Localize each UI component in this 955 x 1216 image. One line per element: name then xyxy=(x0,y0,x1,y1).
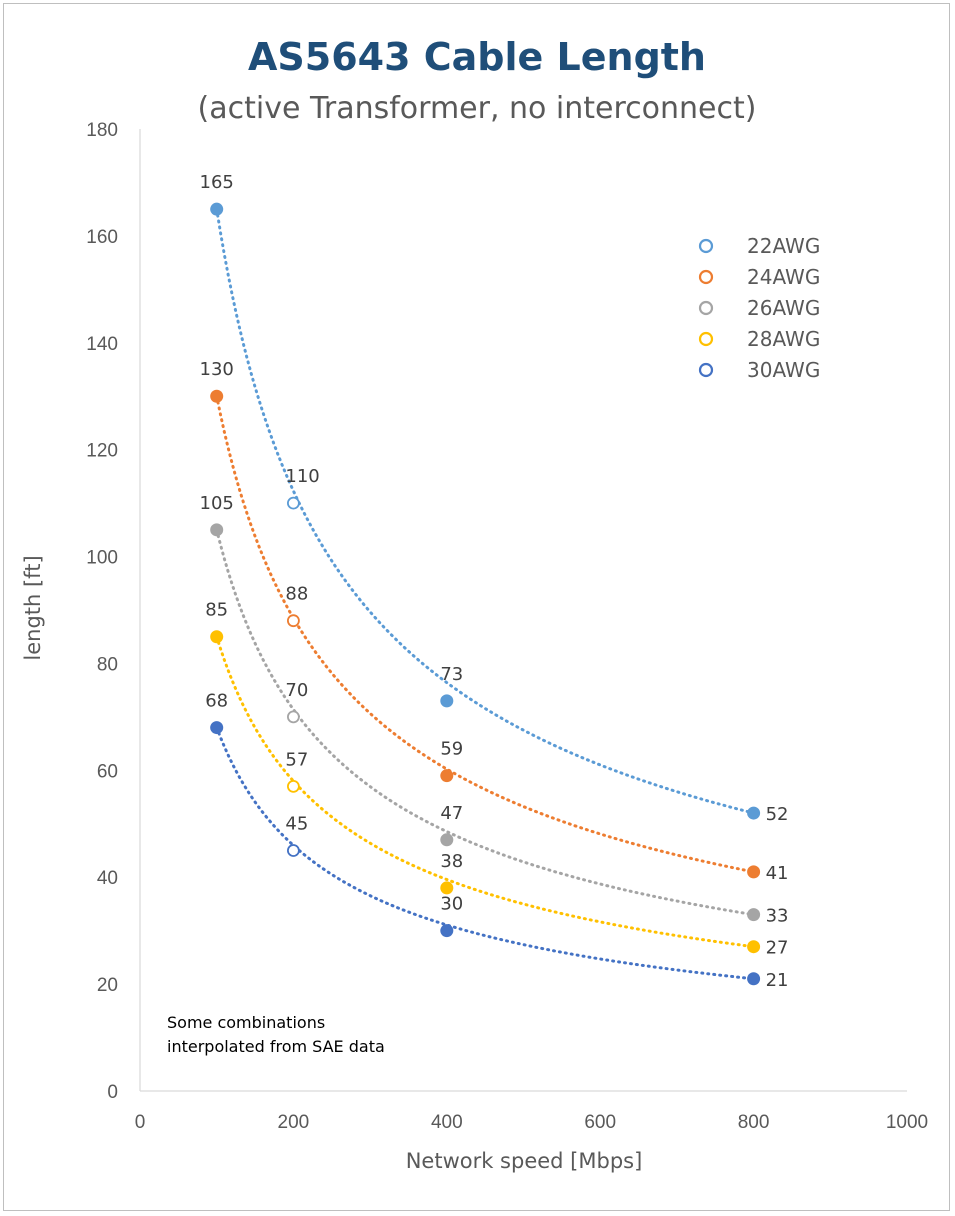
legend-label: 22AWG xyxy=(747,234,820,258)
data-label: 88 xyxy=(285,584,308,605)
y-tick-label: 180 xyxy=(86,120,118,141)
legend: 22AWG 24AWG 26AWG 28AWG 30AWG xyxy=(698,234,820,382)
y-tick-label: 40 xyxy=(97,868,118,889)
y-tick-label: 140 xyxy=(86,334,118,355)
data-label: 70 xyxy=(285,680,308,701)
data-point xyxy=(440,881,454,895)
data-label: 45 xyxy=(285,814,308,835)
data-point xyxy=(210,523,224,537)
x-tick-label: 1000 xyxy=(886,1112,928,1133)
x-tick-label: 400 xyxy=(431,1112,463,1133)
x-tick-label: 800 xyxy=(738,1112,770,1133)
data-point xyxy=(747,865,761,879)
data-point xyxy=(286,496,300,510)
data-point xyxy=(286,614,300,628)
trendline-24awg xyxy=(215,394,756,874)
data-label: 27 xyxy=(766,938,789,959)
data-point xyxy=(286,710,300,724)
data-label: 21 xyxy=(766,970,789,991)
data-point xyxy=(286,779,300,793)
y-tick-label: 20 xyxy=(97,975,118,996)
data-label: 165 xyxy=(200,172,234,193)
chart-frame xyxy=(3,3,950,1211)
data-point xyxy=(440,833,454,847)
data-point xyxy=(210,202,224,216)
data-point xyxy=(210,630,224,644)
y-tick-label: 100 xyxy=(86,548,118,569)
annotation-note: Some combinations interpolated from SAE … xyxy=(167,1013,385,1056)
x-tick-label: 600 xyxy=(584,1112,616,1133)
chart-subtitle: (active Transformer, no interconnect) xyxy=(198,91,757,126)
x-tick-label: 200 xyxy=(278,1112,310,1133)
data-point xyxy=(210,721,224,735)
data-label: 57 xyxy=(285,749,308,770)
annotation-line-2: interpolated from SAE data xyxy=(167,1037,385,1056)
data-point xyxy=(747,908,761,922)
chart-title: AS5643 Cable Length xyxy=(248,35,706,79)
trendline-28awg xyxy=(215,635,756,949)
data-point xyxy=(747,806,761,820)
annotation-line-1: Some combinations xyxy=(167,1013,325,1032)
data-label: 110 xyxy=(285,466,319,487)
data-label: 47 xyxy=(440,803,463,824)
data-point xyxy=(210,389,224,403)
legend-label: 30AWG xyxy=(747,358,820,382)
data-point xyxy=(286,844,300,857)
axes: 0 200 400 600 800 1000 0 20 40 60 80 100 120 140 160 18… xyxy=(86,120,928,1133)
y-tick-label: 80 xyxy=(97,654,118,675)
data-label: 73 xyxy=(440,664,463,685)
data-label: 105 xyxy=(200,493,234,514)
data-point xyxy=(747,972,761,986)
y-tick-label: 120 xyxy=(86,441,118,462)
trendline-26awg xyxy=(215,528,756,917)
data-label: 130 xyxy=(200,359,234,380)
data-label: 38 xyxy=(440,851,463,872)
data-label: 41 xyxy=(766,863,789,884)
legend-marker xyxy=(698,300,714,316)
y-axis-title: length [ft] xyxy=(21,555,45,660)
trendline-30awg xyxy=(215,726,756,981)
legend-marker xyxy=(698,362,714,378)
trendline-22awg xyxy=(215,207,756,815)
data-label: 59 xyxy=(440,739,463,760)
data-labels: 165 110 73 52 130 88 59 41 105 70 47 33 85 57 38 27 68 45… xyxy=(200,172,789,991)
legend-label: 28AWG xyxy=(747,327,820,351)
data-point xyxy=(440,924,454,938)
y-tick-label: 60 xyxy=(97,761,118,782)
trendlines xyxy=(215,207,756,981)
y-tick-label: 0 xyxy=(107,1082,118,1103)
y-tick-label: 160 xyxy=(86,227,118,248)
data-points xyxy=(210,202,761,986)
data-label: 85 xyxy=(205,600,228,621)
data-label: 33 xyxy=(766,906,789,927)
legend-marker xyxy=(698,331,714,347)
data-point xyxy=(440,694,454,708)
legend-label: 24AWG xyxy=(747,265,820,289)
data-point xyxy=(440,769,454,783)
data-label: 52 xyxy=(766,804,789,825)
data-label: 30 xyxy=(440,894,463,915)
legend-label: 26AWG xyxy=(747,296,820,320)
legend-marker xyxy=(698,238,714,254)
data-point xyxy=(747,940,761,954)
legend-marker xyxy=(698,269,714,285)
x-axis-title: Network speed [Mbps] xyxy=(406,1149,643,1173)
x-tick-label: 0 xyxy=(135,1112,146,1133)
data-label: 68 xyxy=(205,691,228,712)
